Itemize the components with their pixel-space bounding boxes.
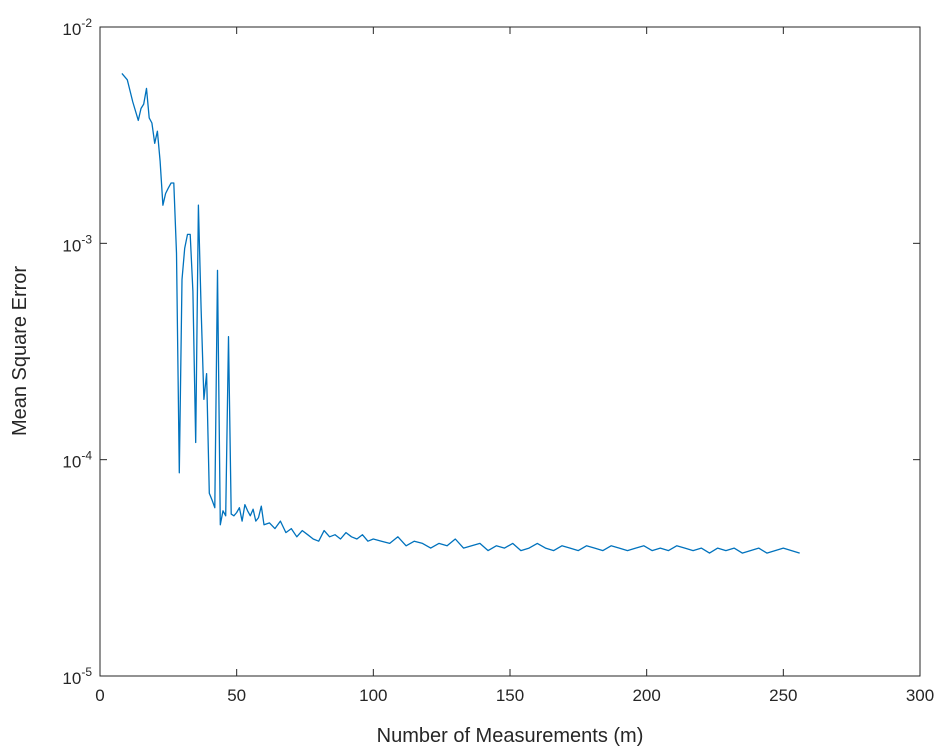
y-tick-label: 10-5 bbox=[62, 665, 92, 688]
y-tick-label: 10-2 bbox=[62, 16, 92, 39]
x-tick-label: 50 bbox=[227, 686, 246, 705]
y-axis-ticks: 10-5 10-4 10-3 10-2 bbox=[62, 16, 920, 688]
x-tick-label: 250 bbox=[769, 686, 797, 705]
y-axis-label: Mean Square Error bbox=[9, 266, 31, 436]
x-tick-label: 150 bbox=[496, 686, 524, 705]
x-tick-label: 0 bbox=[95, 686, 104, 705]
x-tick-label: 300 bbox=[906, 686, 934, 705]
x-axis-label: Number of Measurements (m) bbox=[377, 725, 644, 747]
y-tick-label: 10-3 bbox=[62, 232, 92, 255]
x-tick-label: 200 bbox=[632, 686, 660, 705]
x-tick-label: 100 bbox=[359, 686, 387, 705]
plot-area bbox=[99, 26, 921, 677]
x-axis-ticks: 0 50 100 150 200 250 300 bbox=[95, 27, 934, 705]
y-tick-label: 10-4 bbox=[62, 449, 92, 472]
series-line bbox=[121, 72, 800, 554]
